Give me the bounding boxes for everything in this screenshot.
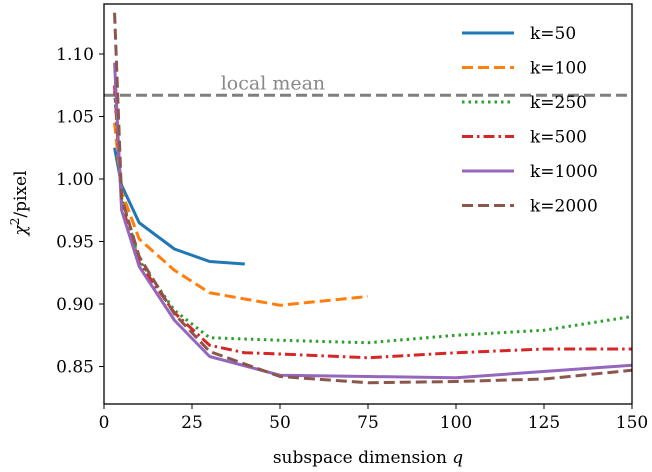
x-tick-label: 125 <box>528 413 560 433</box>
legend: k=50 k=100 k=250 k=500 k=1000 k=2000 <box>462 24 598 217</box>
y-tick-label: 0.95 <box>56 233 94 253</box>
series-line-k-100 <box>113 122 369 307</box>
x-axis-label-variable: q <box>452 448 463 468</box>
series-line-k-2000 <box>113 12 633 385</box>
x-tick-label: 25 <box>181 413 203 433</box>
series-line-k-1000 <box>113 62 633 380</box>
legend-label: k=2000 <box>530 197 598 217</box>
y-tick-label: 1.05 <box>56 108 94 128</box>
y-tick-label: 0.90 <box>56 295 94 315</box>
series-line-k-500 <box>113 85 632 360</box>
y-axis-label-superscript: 2 <box>8 218 22 226</box>
y-tick-label: 0.85 <box>56 358 94 378</box>
x-axis-label-text: subspace dimension <box>273 448 447 468</box>
x-tick-label: 75 <box>357 413 379 433</box>
legend-label: k=50 <box>530 24 576 44</box>
legend-label: k=250 <box>530 93 587 113</box>
legend-label: k=100 <box>530 59 587 79</box>
y-axis-label-rest: /pixel <box>11 170 31 217</box>
y-tick-label: 1.10 <box>56 45 94 65</box>
y-tick-label: 1.00 <box>56 170 94 190</box>
reference-line-label: local mean <box>221 72 325 94</box>
plot-area: local mean 0 25 50 75 100 125 150 0.85 0.90 0.95 1.… <box>56 3 648 433</box>
legend-label: k=1000 <box>530 162 598 182</box>
x-tick-label: 150 <box>616 413 648 433</box>
y-axis-label-chi: χ <box>11 224 31 237</box>
y-axis-label: χ2/pixel <box>8 170 31 236</box>
x-tick-label: 50 <box>269 413 291 433</box>
x-axis-label: subspace dimension q <box>273 448 463 468</box>
x-tick-label: 100 <box>440 413 472 433</box>
legend-label: k=500 <box>530 128 587 148</box>
x-tick-label: 0 <box>99 413 110 433</box>
